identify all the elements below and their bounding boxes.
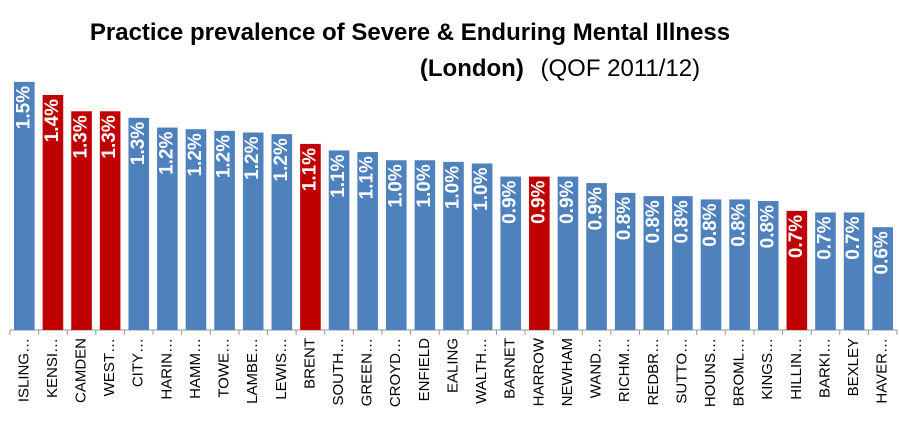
x-tick-label: LAMBE… (244, 338, 261, 404)
data-label: 0.8% (671, 200, 692, 243)
data-label: 0.9% (528, 180, 549, 223)
chart-subtitle: (QOF 2011/12) (541, 55, 701, 82)
x-tick-label: HARROW (530, 337, 547, 406)
data-label: 1.0% (443, 166, 464, 209)
bar (185, 129, 207, 330)
x-tick-label: BARKI… (816, 338, 833, 398)
x-tick-label: HAVER… (874, 338, 891, 404)
bar (300, 143, 321, 330)
data-label: 0.7% (814, 216, 835, 259)
x-tick-label: WAND… (588, 338, 605, 398)
x-tick-label: KINGS… (759, 338, 776, 400)
x-tick-label: BARNET (502, 338, 519, 399)
bar (815, 212, 836, 330)
x-tick-label: CROYD… (387, 338, 404, 407)
x-tick-label: BROML… (731, 338, 748, 406)
x-tick-label: LEWIS… (273, 338, 290, 400)
x-tick-label: GREEN… (359, 338, 376, 406)
bar (672, 196, 693, 330)
x-tick-label: REDBR… (645, 338, 662, 406)
bar (71, 111, 92, 330)
x-tick-label: BEXLEY (845, 338, 862, 396)
bar (529, 176, 550, 330)
data-label: 1.2% (156, 131, 177, 174)
x-tick-label: SUTTO… (673, 338, 690, 404)
data-label: 1.1% (328, 154, 349, 197)
title-line: (London) (QOF 2011/12) (420, 55, 700, 82)
data-label: 1.3% (71, 115, 92, 158)
x-tick-label: EALING (444, 338, 461, 393)
bar (99, 111, 121, 330)
chart-title: (London) (420, 55, 524, 82)
bar (157, 127, 178, 330)
bar (729, 199, 750, 330)
x-tick-label: SOUTH… (330, 338, 347, 406)
x-tick-label: WALTH… (473, 338, 490, 404)
data-label: 0.7% (786, 215, 807, 258)
x-tick-label: HOUNS… (702, 338, 719, 407)
bar (357, 152, 378, 330)
bar (843, 212, 865, 330)
bar (757, 201, 779, 330)
data-label: 0.8% (614, 197, 635, 240)
data-label: 1.0% (471, 167, 492, 210)
bar (586, 183, 607, 330)
data-label: 0.8% (643, 200, 664, 243)
data-label: 0.8% (757, 205, 778, 248)
data-label: 1.2% (185, 133, 206, 176)
bar (14, 81, 35, 330)
x-tick-label: ENFIELD (416, 338, 433, 402)
bar (128, 117, 150, 330)
data-label: 0.7% (843, 216, 864, 259)
x-tick-label: HILLIN… (788, 338, 805, 400)
bar (643, 196, 665, 330)
data-label: 1.2% (242, 136, 263, 179)
data-label: 1.0% (414, 164, 435, 207)
data-label: 1.0% (385, 164, 406, 207)
bar (557, 176, 579, 330)
data-label: 0.9% (500, 180, 521, 223)
x-tick-label: WEST… (101, 338, 118, 396)
x-tick-label: CITY… (130, 338, 147, 387)
bar (500, 176, 522, 330)
bar (614, 192, 636, 330)
x-tick-label: HAMM… (187, 338, 204, 399)
x-tick-label: TOWE… (216, 338, 233, 398)
data-label: 1.3% (99, 115, 120, 158)
x-tick-label: BRENT (301, 338, 318, 389)
chart-title: Practice prevalence of Severe & Enduring… (90, 19, 730, 46)
bar (414, 160, 436, 330)
bar (872, 227, 893, 330)
bar (700, 199, 722, 330)
bar (328, 150, 350, 330)
data-label: 1.3% (128, 122, 149, 165)
data-label: 0.8% (700, 203, 721, 246)
data-label: 0.9% (586, 187, 607, 230)
data-label: 0.9% (557, 180, 578, 223)
bar (385, 160, 407, 330)
bar (42, 94, 64, 331)
bar (471, 163, 493, 330)
bar (242, 132, 264, 330)
x-tick-label: NEWHAM (559, 338, 576, 406)
bar (271, 134, 293, 330)
x-tick-label: KENSI… (44, 338, 61, 398)
data-label: 0.8% (729, 203, 750, 246)
data-label: 0.6% (872, 231, 893, 274)
data-label: 1.1% (357, 156, 378, 199)
data-label: 1.1% (299, 148, 320, 191)
bar (443, 161, 464, 330)
data-label: 1.2% (271, 138, 292, 181)
x-tick-label: RICHM… (616, 338, 633, 402)
bar (786, 210, 808, 330)
bar (214, 130, 235, 330)
x-tick-label: CAMDEN (73, 338, 90, 403)
data-label: 1.2% (214, 135, 235, 178)
x-tick-label: ISLING… (15, 338, 32, 402)
data-label: 1.4% (42, 99, 63, 142)
data-label: 1.5% (13, 86, 34, 129)
x-tick-label: HARIN… (158, 338, 175, 400)
